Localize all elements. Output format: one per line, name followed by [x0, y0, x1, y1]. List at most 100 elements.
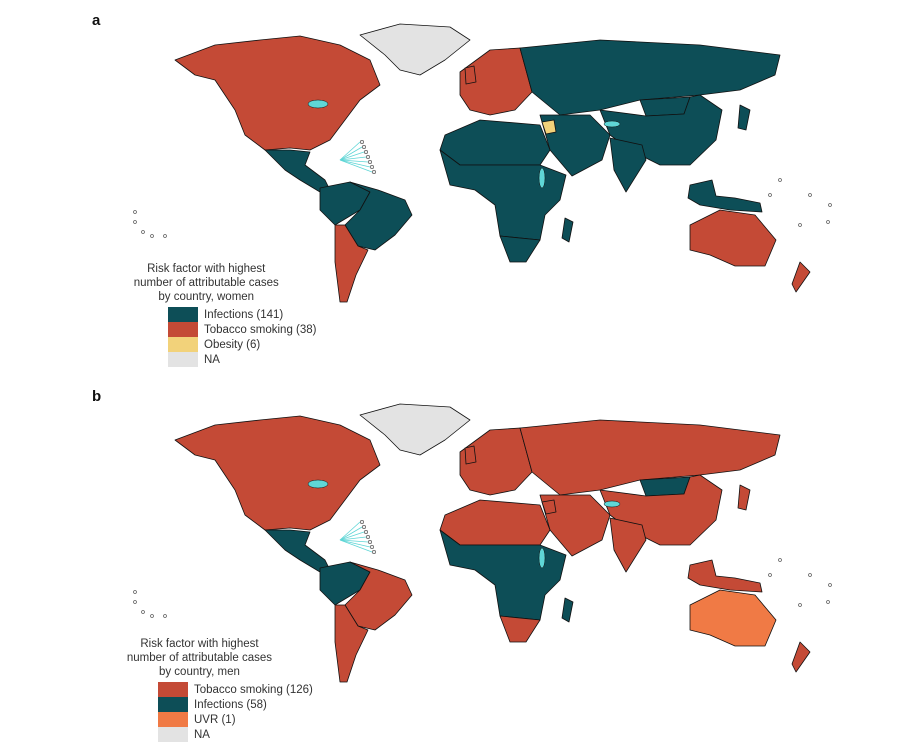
small-island — [778, 558, 782, 562]
legend-item-infections: Infections (58) — [158, 697, 313, 712]
lake — [538, 547, 546, 569]
region-mongolia — [639, 476, 691, 497]
legend-women: Risk factor with highest number of attrib… — [96, 262, 317, 367]
legend-swatch — [168, 352, 198, 367]
map-panel-a — [133, 23, 832, 303]
lake — [307, 479, 329, 489]
island-callout-line — [339, 521, 361, 541]
legend-item-uvr: UVR (1) — [158, 712, 313, 727]
small-island — [808, 573, 812, 577]
region-levant — [541, 119, 557, 135]
region-north-america — [174, 415, 381, 531]
legend-swatch — [158, 712, 188, 727]
legend-swatch — [158, 682, 188, 697]
region-central-america — [264, 529, 331, 573]
legend-title-line: number of attributable cases — [126, 652, 272, 664]
small-island — [768, 193, 772, 197]
island-callout-line — [339, 531, 365, 541]
island-marker — [369, 544, 375, 550]
legend-swatch — [168, 322, 198, 337]
small-island — [808, 193, 812, 197]
region-madagascar — [561, 597, 574, 623]
legend-label: Obesity (6) — [204, 338, 261, 351]
island-callout-line — [339, 159, 369, 163]
small-island — [828, 583, 832, 587]
legend-title: Risk factor with highest number of attrib… — [96, 262, 317, 304]
island-callout-line — [339, 146, 363, 161]
legend-title-line: by country, men — [158, 666, 240, 678]
region-europe — [459, 47, 533, 116]
island-marker — [365, 154, 371, 160]
small-island — [778, 178, 782, 182]
legend-title-line: Risk factor with highest — [140, 638, 259, 650]
small-island — [133, 220, 137, 224]
island-marker — [371, 169, 377, 175]
region-greenland — [359, 403, 471, 456]
region-north-africa — [439, 499, 551, 546]
small-island — [133, 210, 137, 214]
lake — [603, 500, 621, 508]
region-north-america — [174, 35, 381, 151]
panel-label-b: b — [92, 388, 102, 405]
region-central-america — [264, 149, 331, 193]
small-island — [163, 234, 167, 238]
region-australia — [689, 209, 777, 267]
map-panel-b — [133, 403, 832, 683]
island-callout-line — [339, 526, 363, 541]
small-island — [826, 600, 830, 604]
small-island — [141, 230, 145, 234]
legend-label: Tobacco smoking (126) — [194, 683, 313, 696]
lake — [307, 99, 329, 109]
island-callout-line — [339, 151, 365, 161]
island-marker — [363, 149, 369, 155]
region-australia — [689, 589, 777, 647]
small-island — [798, 603, 802, 607]
island-marker — [361, 524, 367, 530]
region-sub-saharan-africa — [439, 149, 567, 241]
region-new-zealand — [791, 641, 811, 673]
region-mongolia — [639, 96, 691, 117]
region-greenland — [359, 23, 471, 76]
region-uk — [464, 65, 477, 85]
island-marker — [359, 139, 365, 145]
legend-label: NA — [194, 728, 210, 741]
legend-item-na: NA — [168, 352, 317, 367]
region-madagascar — [561, 217, 574, 243]
small-island — [828, 203, 832, 207]
small-island — [150, 234, 154, 238]
legend-title-line: by country, women — [158, 291, 255, 303]
legend-item-na: NA — [158, 727, 313, 742]
lake — [603, 120, 621, 128]
island-marker — [359, 519, 365, 525]
legend-title-line: number of attributable cases — [133, 277, 279, 289]
island-callout-line — [339, 539, 369, 543]
island-marker — [361, 144, 367, 150]
island-marker — [371, 549, 377, 555]
island-callout-line — [339, 539, 371, 548]
legend-label: UVR (1) — [194, 713, 236, 726]
small-island — [150, 614, 154, 618]
legend-swatch — [158, 727, 188, 742]
region-india — [609, 137, 647, 193]
region-southern-africa — [499, 235, 541, 263]
island-marker — [363, 529, 369, 535]
island-callout-line — [339, 536, 367, 541]
region-sub-saharan-africa — [439, 529, 567, 621]
legend-label: Tobacco smoking (38) — [204, 323, 317, 336]
region-southern-cone — [334, 604, 369, 683]
region-southern-africa — [499, 615, 541, 643]
island-marker — [367, 539, 373, 545]
lake — [538, 167, 546, 189]
island-callout-line — [339, 159, 371, 168]
region-southeast-asia — [687, 559, 763, 593]
legend-title: Risk factor with highest number of attrib… — [86, 637, 313, 679]
island-callout-line — [339, 539, 373, 553]
small-island — [768, 573, 772, 577]
island-callout-line — [339, 159, 373, 173]
region-japan — [737, 104, 751, 131]
region-southeast-asia — [687, 179, 763, 213]
region-north-africa — [439, 119, 551, 166]
legend-label: Infections (58) — [194, 698, 267, 711]
legend-swatch — [168, 337, 198, 352]
island-marker — [367, 159, 373, 165]
